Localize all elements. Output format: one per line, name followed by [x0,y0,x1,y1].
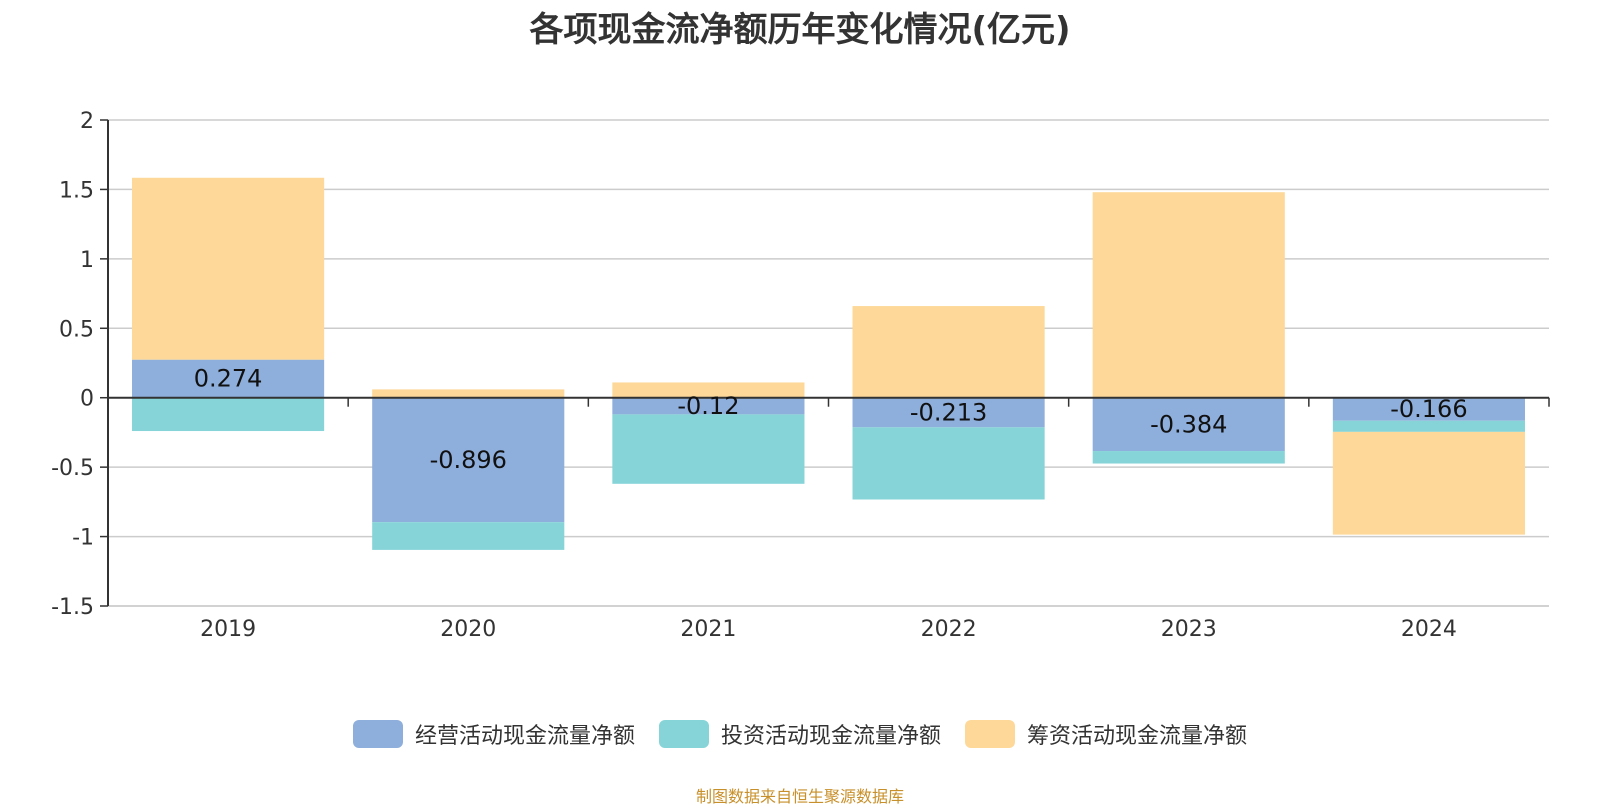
bar-financing-2023[interactable] [1092,192,1285,398]
legend-item-investing[interactable]: 投资活动现金流量净额 [658,718,941,750]
legend-item-financing[interactable]: 筹资活动现金流量净额 [965,718,1247,750]
legend-label-financing: 筹资活动现金流量净额 [1027,724,1248,749]
legend: 经营活动现金流量净额 投资活动现金流量净额 筹资活动现金流量净额 [0,718,1600,750]
bar-series [132,177,1525,550]
x-tick-label: 2019 [200,617,256,642]
legend-label-investing: 投资活动现金流量净额 [720,724,941,749]
bar-investing-2019[interactable] [132,397,325,432]
x-tick-label: 2022 [921,617,977,642]
bar-financing-2019[interactable] [132,177,325,360]
bar-operating-2019[interactable] [132,359,325,398]
legend-item-operating[interactable]: 经营活动现金流量净额 [352,718,635,750]
y-tick-label: 2 [80,109,94,134]
y-tick-label: -0.5 [51,456,94,481]
y-tick-label: 0.5 [59,317,94,342]
y-tick-label: 0 [80,387,94,412]
y-tick-label: -1 [72,526,94,551]
legend-label-operating: 经营活动现金流量净额 [414,724,635,749]
y-tick-label: -1.5 [51,595,94,620]
data-labels: 0.274 -0.896 -0.12 -0.213 -0.384 -0.166 [194,365,1468,474]
bar-financing-2021[interactable] [612,382,805,398]
bar-operating-2021[interactable] [612,397,805,415]
data-label-2023: -0.384 [1150,410,1227,438]
source-note: 制图数据来自恒生聚源数据库 [695,787,904,806]
bar-investing-2021[interactable] [612,414,805,484]
bar-investing-2022[interactable] [852,427,1045,500]
bar-operating-2020[interactable] [372,397,565,523]
legend-swatch-investing [658,720,709,748]
data-label-2020: -0.896 [430,446,507,474]
bar-operating-2024[interactable] [1332,397,1525,421]
x-tick-label: 2020 [440,617,496,642]
legend-swatch-operating [352,720,403,748]
bar-investing-2023[interactable] [1092,451,1285,464]
bar-operating-2022[interactable] [852,397,1045,428]
x-tick-label: 2023 [1161,617,1217,642]
bar-financing-2020[interactable] [372,389,565,398]
bar-financing-2024[interactable] [1332,431,1525,535]
x-tick-label: 2024 [1401,617,1457,642]
bar-operating-2023[interactable] [1092,397,1285,452]
bar-investing-2024[interactable] [1332,420,1525,432]
grid-lines [108,119,1549,607]
x-tick-label: 2021 [680,617,736,642]
axes: 2 1.5 1 0.5 0 -0.5 -1 -1.5 2019 2020 2021 2022 2023 2… [51,109,1550,642]
data-label-2022: -0.213 [910,399,987,427]
y-tick-label: 1 [80,248,94,273]
y-tick-label: 1.5 [59,178,94,203]
data-label-2021: -0.12 [677,392,739,420]
data-label-2024: -0.166 [1390,395,1467,423]
legend-swatch-financing [965,720,1015,748]
bar-investing-2020[interactable] [372,522,565,550]
bar-financing-2022[interactable] [852,306,1045,398]
chart-title: 各项现金流净额历年变化情况(亿元) [529,10,1071,50]
data-label-2019: 0.274 [194,365,263,393]
